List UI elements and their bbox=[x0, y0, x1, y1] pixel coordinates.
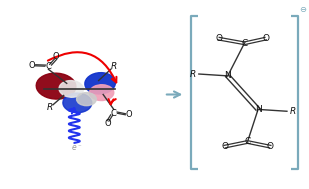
Text: R: R bbox=[190, 70, 197, 78]
Text: N: N bbox=[255, 105, 261, 114]
Text: ⊖: ⊖ bbox=[299, 5, 307, 14]
Text: O: O bbox=[262, 34, 269, 43]
Text: ⁻: ⁻ bbox=[78, 144, 82, 150]
Text: O: O bbox=[126, 111, 132, 119]
Text: O: O bbox=[28, 61, 35, 70]
Text: C: C bbox=[111, 109, 117, 118]
Text: C: C bbox=[244, 137, 251, 146]
Text: O: O bbox=[221, 142, 228, 151]
Text: e: e bbox=[72, 143, 77, 152]
Text: C: C bbox=[45, 62, 51, 71]
Ellipse shape bbox=[77, 93, 96, 106]
Text: O: O bbox=[215, 34, 222, 43]
Ellipse shape bbox=[63, 93, 92, 113]
Text: C: C bbox=[241, 39, 248, 48]
Text: R: R bbox=[289, 107, 296, 116]
Text: R: R bbox=[111, 62, 117, 71]
Text: O: O bbox=[104, 119, 111, 128]
Text: R: R bbox=[47, 103, 53, 112]
Ellipse shape bbox=[59, 81, 83, 97]
Text: O: O bbox=[267, 142, 274, 151]
Ellipse shape bbox=[90, 85, 114, 101]
Ellipse shape bbox=[85, 73, 115, 94]
Text: N: N bbox=[224, 71, 231, 80]
FancyArrowPatch shape bbox=[108, 99, 116, 104]
Ellipse shape bbox=[36, 73, 76, 99]
FancyArrowPatch shape bbox=[48, 52, 116, 82]
Text: O: O bbox=[53, 52, 59, 61]
